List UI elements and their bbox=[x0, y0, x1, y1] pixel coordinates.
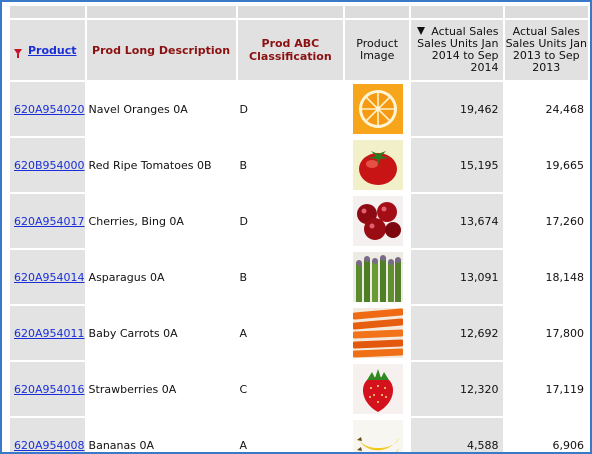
sales-2014-cell: 13,674 bbox=[411, 194, 503, 248]
sales-2014-cell: 19,462 bbox=[411, 82, 503, 136]
sales-2014-cell: 13,091 bbox=[411, 250, 503, 304]
table-row: 620A954016 Strawberries 0A C 12,320 17,119 bbox=[10, 362, 588, 416]
column-header-sales-2014[interactable]: Actual Sales Sales Units Jan 2014 to Sep… bbox=[411, 20, 503, 80]
column-header-long-description[interactable]: Prod Long Description bbox=[86, 20, 236, 80]
table-row: 620A954011 Baby Carrots 0A A 12,692 17,800 bbox=[10, 306, 588, 360]
table-row: 620A954017 Cherries, Bing 0A D 13,674 17,260 bbox=[10, 194, 588, 248]
abc-classification-cell: D bbox=[237, 194, 344, 248]
product-description-cell: Cherries, Bing 0A bbox=[86, 194, 236, 248]
sort-descending-icon[interactable] bbox=[417, 27, 426, 35]
product-code-link[interactable]: 620A954017 bbox=[14, 214, 85, 228]
product-header-link[interactable]: Product bbox=[28, 43, 77, 57]
sales-report-table: Product Prod Long Description Prod ABC C… bbox=[8, 4, 590, 452]
sales-2014-header-label: Actual Sales Sales Units Jan 2014 to Sep… bbox=[417, 25, 499, 74]
product-image-cell bbox=[345, 82, 410, 136]
column-header-abc-classification[interactable]: Prod ABC Classification bbox=[237, 20, 344, 80]
product-image-cell bbox=[345, 138, 410, 192]
abc-classification-cell: B bbox=[237, 138, 344, 192]
sales-2013-cell: 17,800 bbox=[504, 306, 588, 360]
cherries-image bbox=[353, 196, 409, 246]
product-code-link[interactable]: 620A954008 bbox=[14, 438, 85, 452]
product-description-cell: Strawberries 0A bbox=[86, 362, 236, 416]
sales-2014-cell: 4,588 bbox=[411, 418, 503, 452]
column-header-product[interactable]: Product bbox=[10, 20, 85, 80]
abc-classification-cell: B bbox=[237, 250, 344, 304]
product-image-cell bbox=[345, 418, 410, 452]
asparagus-image bbox=[353, 252, 409, 302]
product-code-cell: 620A954008 bbox=[10, 418, 85, 452]
carrots-image bbox=[353, 308, 409, 358]
product-code-cell: 620A954014 bbox=[10, 250, 85, 304]
product-code-cell: 620B954000 bbox=[10, 138, 85, 192]
table-row: 620A954008 Bananas 0A A 4,588 6,906 bbox=[10, 418, 588, 452]
tomato-image bbox=[353, 140, 409, 190]
sales-2014-cell: 12,320 bbox=[411, 362, 503, 416]
column-header-product-image[interactable]: Product Image bbox=[345, 20, 410, 80]
product-code-link[interactable]: 620A954020 bbox=[14, 102, 85, 116]
sales-2013-cell: 18,148 bbox=[504, 250, 588, 304]
sales-2013-cell: 17,119 bbox=[504, 362, 588, 416]
abc-classification-cell: C bbox=[237, 362, 344, 416]
product-image-cell bbox=[345, 306, 410, 360]
product-description-cell: Baby Carrots 0A bbox=[86, 306, 236, 360]
table-row: 620A954020 Navel Oranges 0A D 19,462 24,468 bbox=[10, 82, 588, 136]
product-code-cell: 620A954020 bbox=[10, 82, 85, 136]
product-code-cell: 620A954011 bbox=[10, 306, 85, 360]
bananas-image bbox=[353, 420, 409, 452]
sales-2013-cell: 19,665 bbox=[504, 138, 588, 192]
table-row: 620B954000 Red Ripe Tomatoes 0B B 15,195 19,… bbox=[10, 138, 588, 192]
abc-classification-cell: D bbox=[237, 82, 344, 136]
table-body: 620A954020 Navel Oranges 0A D 19,462 24,468 6… bbox=[10, 82, 588, 452]
product-code-link[interactable]: 620B954000 bbox=[14, 158, 85, 172]
product-image-cell bbox=[345, 194, 410, 248]
sales-2014-cell: 15,195 bbox=[411, 138, 503, 192]
product-code-link[interactable]: 620A954016 bbox=[14, 382, 85, 396]
header-row: Product Prod Long Description Prod ABC C… bbox=[10, 20, 588, 80]
orange-image bbox=[353, 84, 409, 134]
product-code-cell: 620A954016 bbox=[10, 362, 85, 416]
product-description-cell: Bananas 0A bbox=[86, 418, 236, 452]
sales-2013-cell: 17,260 bbox=[504, 194, 588, 248]
product-image-cell bbox=[345, 250, 410, 304]
product-code-cell: 620A954017 bbox=[10, 194, 85, 248]
product-description-cell: Navel Oranges 0A bbox=[86, 82, 236, 136]
table-row: 620A954014 Asparagus 0A B 13,091 18,148 bbox=[10, 250, 588, 304]
product-description-cell: Red Ripe Tomatoes 0B bbox=[86, 138, 236, 192]
strawberry-image bbox=[353, 364, 409, 414]
sales-2013-cell: 24,468 bbox=[504, 82, 588, 136]
sales-2014-cell: 12,692 bbox=[411, 306, 503, 360]
abc-classification-cell: A bbox=[237, 306, 344, 360]
product-code-link[interactable]: 620A954014 bbox=[14, 270, 85, 284]
product-description-cell: Asparagus 0A bbox=[86, 250, 236, 304]
header-spacer-row bbox=[10, 6, 588, 18]
product-image-cell bbox=[345, 362, 410, 416]
abc-classification-cell: A bbox=[237, 418, 344, 452]
product-code-link[interactable]: 620A954011 bbox=[14, 326, 85, 340]
filter-icon[interactable] bbox=[14, 48, 22, 58]
column-header-sales-2013[interactable]: Actual Sales Sales Units Jan 2013 to Sep… bbox=[504, 20, 588, 80]
sales-2013-cell: 6,906 bbox=[504, 418, 588, 452]
